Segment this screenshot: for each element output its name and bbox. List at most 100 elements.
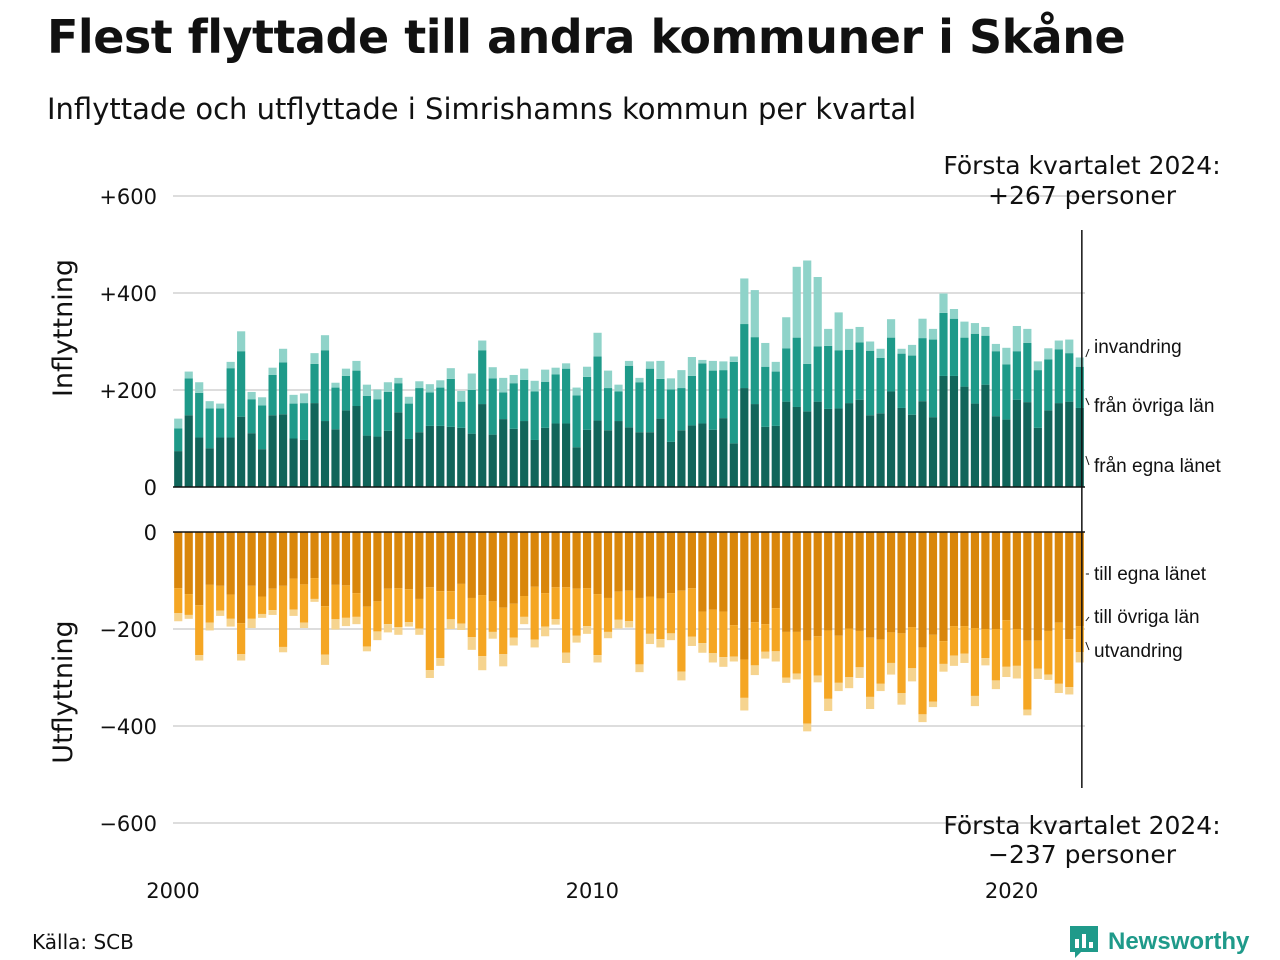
bar-out-ovriga	[237, 623, 246, 655]
bar-in-ovriga	[918, 338, 927, 402]
bar-in-invandring	[195, 382, 204, 393]
bar-out-utvandring	[320, 654, 330, 665]
bar-in-egna	[729, 443, 738, 487]
bar-in-invandring	[677, 370, 686, 389]
bar-out-ovriga	[1023, 640, 1032, 710]
bar-in-ovriga	[939, 312, 948, 376]
bar-in-egna	[520, 421, 529, 487]
bar-out-utvandring	[289, 609, 298, 616]
bar-out-utvandring	[740, 697, 749, 711]
bar-out-ovriga	[582, 588, 592, 627]
bar-out-utvandring	[352, 616, 361, 625]
bar-out-ovriga	[949, 626, 959, 656]
bar-out-ovriga	[981, 629, 990, 659]
bar-in-ovriga	[1033, 370, 1042, 428]
bar-out-egna	[792, 532, 801, 632]
bar-in-egna	[677, 430, 686, 487]
bar-in-ovriga	[708, 370, 717, 430]
bar-out-utvandring	[782, 677, 791, 683]
bar-out-ovriga	[907, 627, 917, 669]
bar-in-ovriga	[845, 349, 854, 404]
bar-in-invandring	[918, 318, 927, 339]
bar-in-ovriga	[729, 361, 738, 444]
bar-in-ovriga	[582, 376, 592, 430]
bar-out-egna	[415, 532, 424, 599]
bar-out-ovriga	[593, 594, 602, 656]
bar-in-egna	[1065, 401, 1074, 487]
y-tick-label-bottom: −400	[99, 715, 157, 739]
legend-label-bottom: till övriga län	[1094, 607, 1200, 628]
bar-in-ovriga	[258, 405, 267, 450]
bar-in-egna	[813, 401, 822, 487]
bar-in-invandring	[184, 371, 193, 379]
bar-in-ovriga	[572, 395, 581, 448]
bar-in-invandring	[928, 328, 938, 340]
bar-out-ovriga	[803, 640, 812, 724]
bar-in-invandring	[520, 368, 529, 380]
bar-out-egna	[1033, 532, 1042, 641]
bar-out-egna	[195, 532, 204, 606]
bar-out-utvandring	[761, 651, 770, 659]
bar-out-ovriga	[551, 587, 560, 620]
bar-out-egna	[1065, 532, 1074, 640]
bar-in-invandring	[1033, 361, 1042, 371]
bar-in-ovriga	[289, 403, 298, 439]
bar-out-egna	[247, 532, 256, 586]
bar-in-ovriga	[824, 345, 833, 409]
bar-out-utvandring	[341, 617, 351, 627]
bar-out-egna	[331, 532, 340, 585]
bar-in-ovriga	[415, 388, 424, 433]
bar-out-ovriga	[1054, 622, 1063, 684]
bar-out-ovriga	[341, 585, 351, 618]
bar-in-invandring	[247, 391, 256, 400]
bar-out-egna	[446, 532, 455, 592]
bar-in-egna	[174, 451, 183, 487]
bar-in-invandring	[656, 360, 665, 379]
bar-in-invandring	[226, 361, 235, 369]
bar-out-ovriga	[352, 593, 361, 617]
bar-in-invandring	[708, 360, 717, 371]
bar-in-ovriga	[740, 324, 749, 389]
bar-out-utvandring	[205, 622, 214, 631]
bar-in-ovriga	[928, 339, 938, 418]
bar-out-utvandring	[551, 619, 560, 625]
bar-in-ovriga	[499, 392, 508, 420]
bar-out-ovriga	[457, 583, 466, 624]
bar-out-utvandring	[425, 670, 434, 678]
bar-out-utvandring	[991, 680, 1000, 690]
bar-in-egna	[373, 436, 382, 487]
bar-out-egna	[876, 532, 885, 640]
bar-in-egna	[624, 427, 634, 487]
bar-out-ovriga	[824, 630, 833, 699]
bar-out-egna	[991, 532, 1000, 629]
bar-in-ovriga	[562, 368, 571, 424]
bar-out-utvandring	[478, 656, 487, 671]
bar-out-ovriga	[677, 590, 686, 672]
bar-in-invandring	[467, 373, 476, 390]
annotation-in-line2: +267 personer	[988, 181, 1177, 210]
bar-out-ovriga	[562, 587, 571, 653]
bar-out-egna	[949, 532, 959, 627]
bar-in-ovriga	[666, 389, 676, 442]
bar-in-ovriga	[834, 350, 843, 409]
bar-in-invandring	[415, 381, 424, 389]
bar-out-egna	[341, 532, 351, 586]
bar-in-invandring	[803, 260, 812, 364]
bar-out-ovriga	[362, 606, 372, 647]
bar-in-egna	[761, 426, 770, 487]
bar-in-invandring	[582, 366, 592, 377]
bar-in-ovriga	[866, 350, 875, 416]
bar-out-utvandring	[960, 653, 969, 663]
bar-in-egna	[415, 432, 424, 487]
bar-out-utvandring	[939, 663, 948, 672]
bar-out-egna	[928, 532, 938, 635]
bar-out-utvandring	[1054, 683, 1063, 694]
bar-out-utvandring	[237, 654, 246, 661]
bar-in-invandring	[813, 276, 822, 347]
bar-in-invandring	[268, 367, 277, 375]
bar-in-invandring	[624, 360, 634, 366]
bar-in-egna	[1054, 403, 1063, 487]
bar-in-invandring	[729, 356, 738, 362]
bar-in-egna	[771, 425, 780, 487]
bar-out-egna	[572, 532, 581, 589]
